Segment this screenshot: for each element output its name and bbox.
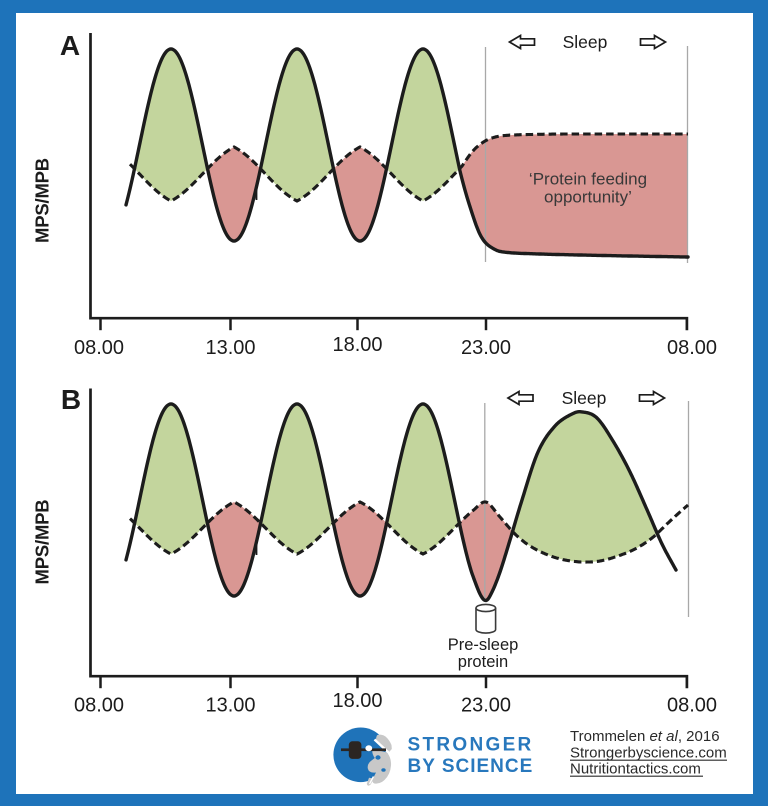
svg-text:B: B — [61, 384, 81, 415]
svg-text:STRONGER: STRONGER — [408, 735, 534, 756]
svg-text:Sleep: Sleep — [562, 388, 607, 408]
svg-text:A: A — [60, 30, 80, 61]
svg-text:08.00: 08.00 — [667, 695, 717, 717]
svg-text:Sleep: Sleep — [563, 32, 608, 52]
svg-text:opportunity’: opportunity’ — [544, 188, 632, 207]
svg-text:MPS/MPB: MPS/MPB — [32, 500, 53, 585]
svg-text:Trommelen et al, 2016: Trommelen et al, 2016 — [570, 728, 720, 745]
svg-text:MPS/MPB: MPS/MPB — [32, 158, 53, 243]
svg-text:Nutritiontactics.com: Nutritiontactics.com — [570, 761, 701, 778]
svg-text:23.00: 23.00 — [461, 695, 511, 717]
svg-text:08.00: 08.00 — [74, 337, 124, 359]
svg-text:protein: protein — [458, 653, 508, 671]
svg-text:23.00: 23.00 — [461, 337, 511, 359]
svg-text:‘Protein feeding: ‘Protein feeding — [529, 170, 647, 189]
svg-text:18.00: 18.00 — [332, 690, 382, 712]
svg-text:08.00: 08.00 — [667, 337, 717, 359]
svg-text:Strongerbyscience.com: Strongerbyscience.com — [570, 745, 727, 762]
svg-text:08.00: 08.00 — [74, 695, 124, 717]
svg-text:BY SCIENCE: BY SCIENCE — [408, 756, 534, 777]
svg-text:Pre-sleep: Pre-sleep — [448, 636, 519, 654]
svg-text:18.00: 18.00 — [332, 334, 382, 356]
svg-text:13.00: 13.00 — [205, 337, 255, 359]
svg-text:13.00: 13.00 — [205, 695, 255, 717]
